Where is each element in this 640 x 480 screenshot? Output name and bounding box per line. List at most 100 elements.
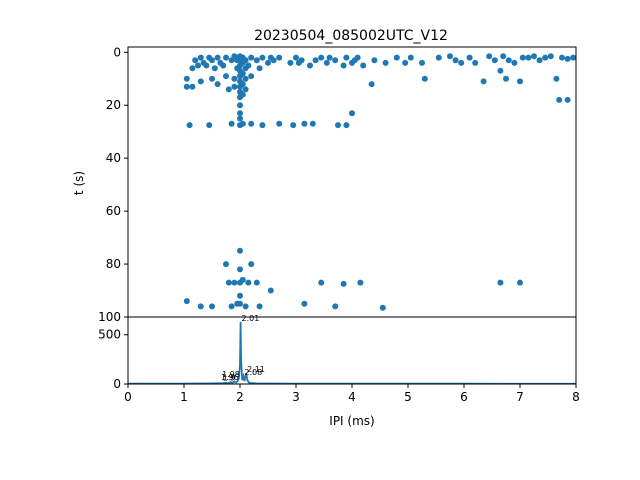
scatter-point xyxy=(242,57,249,64)
scatter-point xyxy=(301,300,308,307)
scatter-point xyxy=(248,120,255,127)
scatter-point xyxy=(318,279,325,286)
peak-label: 2.11 xyxy=(247,365,265,374)
raster-panel: 20230504_085002UTC_V12 t (s) 0 20 40 60 80 10… xyxy=(72,28,577,324)
scatter-point xyxy=(225,279,232,286)
peak-labels: 2.01 2.11 1.91.961.98 2.08 xyxy=(221,314,265,383)
x-tick-label: 6 xyxy=(460,390,468,404)
scatter-point xyxy=(206,122,213,129)
scatter-point xyxy=(517,78,523,85)
scatter-point xyxy=(466,54,473,61)
scatter-point xyxy=(265,59,271,66)
scatter-point xyxy=(511,59,518,66)
scatter-point xyxy=(519,54,526,61)
scatter-point xyxy=(237,300,243,307)
x-tick-label: 5 xyxy=(404,390,412,404)
scatter-point xyxy=(480,78,487,85)
scatter-point xyxy=(497,67,504,74)
scatter-points xyxy=(183,53,577,311)
scatter-point xyxy=(307,62,313,69)
scatter-point xyxy=(421,75,428,82)
scatter-point xyxy=(197,303,204,310)
scatter-point xyxy=(209,57,215,64)
peak-label: 1.98 xyxy=(222,370,240,379)
scatter-point xyxy=(570,54,577,61)
scatter-point xyxy=(298,57,305,64)
x-axis-ticks: 0 1 2 3 4 5 6 7 8 xyxy=(124,384,580,404)
scatter-point xyxy=(267,287,274,294)
scatter-point xyxy=(183,83,190,90)
scatter-point xyxy=(371,57,378,64)
scatter-point xyxy=(343,122,350,129)
scatter-point xyxy=(214,54,221,61)
scatter-point xyxy=(497,279,504,286)
scatter-point xyxy=(223,54,229,61)
scatter-point xyxy=(505,57,512,64)
scatter-point xyxy=(276,120,283,127)
scatter-point xyxy=(259,122,266,129)
scatter-point xyxy=(517,279,523,286)
y-tick-label: 20 xyxy=(106,98,121,112)
histogram-panel: 2.01 2.11 1.91.961.98 2.08 0 1 2 3 4 5 6 7 8 0 500 I… xyxy=(98,314,580,428)
histogram-frame xyxy=(127,316,577,385)
scatter-point xyxy=(332,303,339,310)
scatter-point xyxy=(293,54,299,61)
scatter-point xyxy=(360,62,367,69)
scatter-point xyxy=(564,55,571,62)
scatter-point xyxy=(237,247,243,254)
x-tick-label: 1 xyxy=(180,390,188,404)
scatter-point xyxy=(189,83,196,90)
scatter-point xyxy=(231,279,238,286)
scatter-point xyxy=(290,122,297,129)
hist-y-tick-label: 0 xyxy=(113,377,121,391)
scatter-point xyxy=(237,110,243,117)
scatter-point xyxy=(209,303,215,310)
scatter-point xyxy=(491,57,498,64)
scatter-point xyxy=(393,54,400,61)
scatter-point xyxy=(248,54,255,61)
scatter-point xyxy=(242,86,249,93)
scatter-point xyxy=(223,261,229,268)
y-tick-label: 80 xyxy=(106,257,121,271)
x-tick-label: 4 xyxy=(348,390,356,404)
scatter-point xyxy=(357,279,364,286)
scatter-point xyxy=(458,59,465,66)
scatter-point xyxy=(183,298,190,305)
scatter-point xyxy=(228,120,235,127)
scatter-point xyxy=(256,303,263,310)
scatter-point xyxy=(536,57,543,64)
scatter-point xyxy=(335,122,341,129)
scatter-point xyxy=(231,75,238,82)
scatter-point xyxy=(239,276,246,283)
x-tick-label: 0 xyxy=(124,390,132,404)
scatter-point xyxy=(186,122,193,129)
scatter-point xyxy=(318,54,325,61)
scatter-point xyxy=(189,65,196,72)
x-tick-label: 3 xyxy=(292,390,300,404)
y-tick-label: 0 xyxy=(113,45,121,59)
scatter-point xyxy=(223,73,229,80)
scatter-point xyxy=(225,86,232,93)
scatter-point xyxy=(239,70,246,77)
scatter-point xyxy=(276,54,283,61)
x-tick-label: 8 xyxy=(572,390,580,404)
scatter-point xyxy=(209,75,215,82)
scatter-point xyxy=(248,73,255,80)
scatter-point xyxy=(556,96,563,103)
scatter-point xyxy=(195,62,201,69)
x-tick-label: 2 xyxy=(236,390,244,404)
scatter-point xyxy=(228,303,235,310)
scatter-point xyxy=(553,75,560,82)
scatter-point xyxy=(382,59,389,66)
scatter-point xyxy=(349,110,355,117)
scatter-point xyxy=(231,83,238,90)
scatter-point xyxy=(379,304,386,311)
scatter-point xyxy=(192,57,199,64)
scatter-point xyxy=(447,53,453,60)
hist-y-tick-label: 500 xyxy=(98,328,121,342)
peak-label: 1.96 xyxy=(221,373,239,382)
scatter-point xyxy=(203,62,210,69)
scatter-point xyxy=(486,53,493,60)
scatter-point xyxy=(237,292,243,299)
scatter-point xyxy=(237,115,243,122)
